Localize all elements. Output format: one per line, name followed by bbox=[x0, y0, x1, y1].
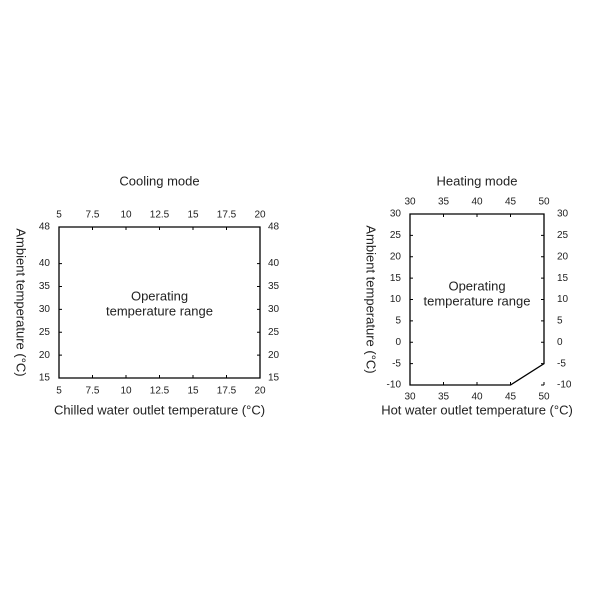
annotation: temperature range bbox=[424, 293, 531, 308]
x-tick-label: 40 bbox=[471, 197, 483, 208]
y-axis-label: Ambient temperature (°C) bbox=[14, 228, 29, 376]
x-tick-label: 35 bbox=[438, 392, 450, 403]
x-tick-label: 50 bbox=[538, 197, 550, 208]
range-outline bbox=[58, 226, 261, 379]
y-tick-label: 5 bbox=[395, 316, 401, 327]
y-tick-label: 20 bbox=[39, 350, 51, 361]
y-tick-label: 40 bbox=[268, 258, 280, 269]
x-tick-label: 30 bbox=[404, 392, 416, 403]
y-tick-label: 0 bbox=[395, 337, 401, 348]
y-tick-label: 25 bbox=[557, 230, 569, 241]
x-tick-label: 45 bbox=[505, 197, 517, 208]
y-tick-label: 15 bbox=[390, 273, 402, 284]
y-tick-label: -5 bbox=[557, 358, 566, 369]
x-tick-label: 7.5 bbox=[86, 386, 100, 397]
x-tick-label: 5 bbox=[56, 210, 62, 221]
x-tick-label: 17.5 bbox=[217, 386, 237, 397]
y-tick-label: 30 bbox=[39, 304, 51, 315]
y-tick-label: 15 bbox=[557, 273, 569, 284]
y-tick-label: 48 bbox=[268, 222, 280, 233]
x-tick-label: 17.5 bbox=[217, 210, 237, 221]
x-tick-label: 7.5 bbox=[86, 210, 100, 221]
y-tick-label: 30 bbox=[557, 209, 569, 220]
x-tick-label: 5 bbox=[56, 386, 62, 397]
y-tick-label: 0 bbox=[557, 337, 563, 348]
x-tick-label: 10 bbox=[120, 210, 132, 221]
y-tick-label: 25 bbox=[39, 327, 51, 338]
x-tick-label: 45 bbox=[505, 392, 517, 403]
y-tick-label: 15 bbox=[39, 373, 51, 384]
y-tick-label: 40 bbox=[39, 258, 51, 269]
y-tick-label: 10 bbox=[557, 294, 569, 305]
y-tick-label: 20 bbox=[557, 251, 569, 262]
annotation: Operating bbox=[131, 288, 188, 303]
y-tick-label: 20 bbox=[390, 251, 402, 262]
y-tick-label: 30 bbox=[390, 209, 402, 220]
annotation: Operating bbox=[448, 278, 505, 293]
x-axis-label: Hot water outlet temperature (°C) bbox=[381, 402, 573, 417]
y-tick-label: 5 bbox=[557, 316, 563, 327]
x-tick-label: 10 bbox=[120, 386, 132, 397]
x-tick-label: 50 bbox=[538, 392, 550, 403]
x-tick-label: 12.5 bbox=[150, 386, 170, 397]
annotation: temperature range bbox=[106, 303, 213, 318]
y-tick-label: -5 bbox=[392, 358, 401, 369]
range-outline bbox=[409, 213, 545, 386]
y-tick-label: 15 bbox=[268, 373, 280, 384]
x-tick-label: 15 bbox=[187, 210, 199, 221]
x-tick-label: 30 bbox=[404, 197, 416, 208]
y-axis-label: Ambient temperature (°C) bbox=[364, 225, 379, 373]
x-tick-label: 15 bbox=[187, 386, 199, 397]
y-tick-label: 35 bbox=[39, 281, 51, 292]
chart-title: Cooling mode bbox=[119, 173, 199, 188]
y-tick-label: 35 bbox=[268, 281, 280, 292]
y-tick-label: 25 bbox=[390, 230, 402, 241]
x-tick-label: 12.5 bbox=[150, 210, 170, 221]
x-tick-label: 40 bbox=[471, 392, 483, 403]
y-tick-label: 30 bbox=[268, 304, 280, 315]
x-tick-label: 35 bbox=[438, 197, 450, 208]
y-tick-label: -10 bbox=[387, 380, 402, 391]
y-tick-label: 48 bbox=[39, 222, 51, 233]
y-tick-label: 25 bbox=[268, 327, 280, 338]
x-axis-label: Chilled water outlet temperature (°C) bbox=[54, 402, 265, 417]
chart-title: Heating mode bbox=[437, 173, 518, 188]
x-tick-label: 20 bbox=[254, 386, 266, 397]
y-tick-label: -10 bbox=[557, 380, 572, 391]
y-tick-label: 20 bbox=[268, 350, 280, 361]
y-tick-label: 10 bbox=[390, 294, 402, 305]
x-tick-label: 20 bbox=[254, 210, 266, 221]
